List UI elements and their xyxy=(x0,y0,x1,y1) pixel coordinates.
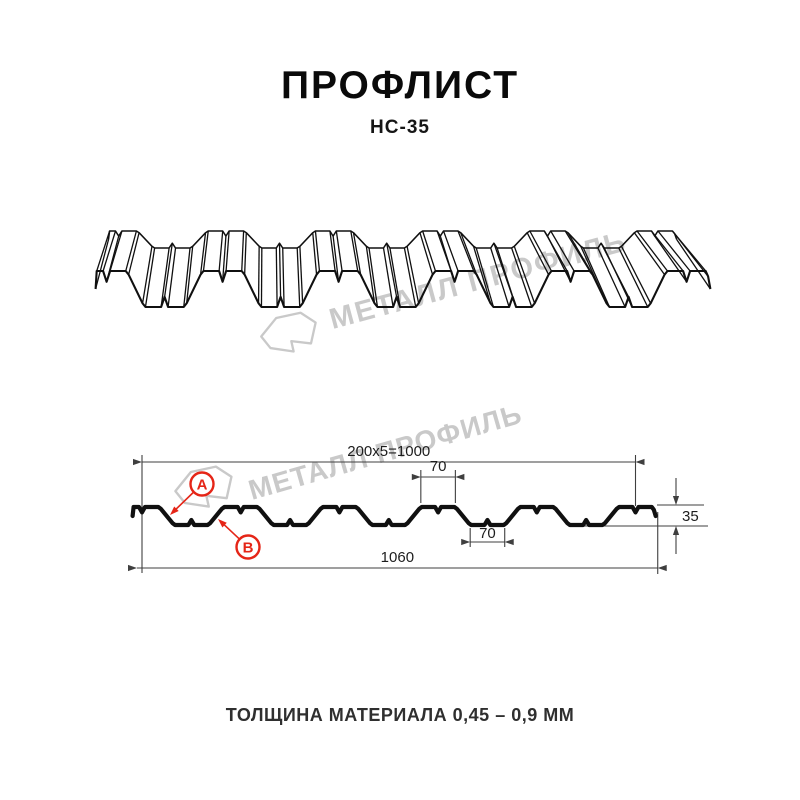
page-title: ПРОФЛИСТ xyxy=(280,64,520,107)
dimension-lines xyxy=(128,455,708,574)
dim-profile-height: 35 xyxy=(682,508,699,525)
callout-b: В xyxy=(218,519,261,560)
dim-valley-bottom-width: 70 xyxy=(479,525,496,542)
callout-a-label: А xyxy=(197,477,208,494)
product-code: НС-35 xyxy=(370,117,430,138)
metall-profil-logo-icon xyxy=(260,311,317,353)
profile-cross-section xyxy=(130,504,658,528)
dim-coverage-width: 200x5=1000 xyxy=(347,443,430,460)
profile-3d-view xyxy=(94,230,712,309)
callout-b-label: В xyxy=(243,540,254,557)
dim-crest-top-width: 70 xyxy=(430,458,447,475)
material-thickness-note: ТОЛЩИНА МАТЕРИАЛА 0,45 – 0,9 ММ xyxy=(225,705,575,725)
metall-profil-logo-icon xyxy=(174,465,233,508)
dim-overall-width: 1060 xyxy=(381,549,414,566)
callout-a: А xyxy=(170,471,215,515)
